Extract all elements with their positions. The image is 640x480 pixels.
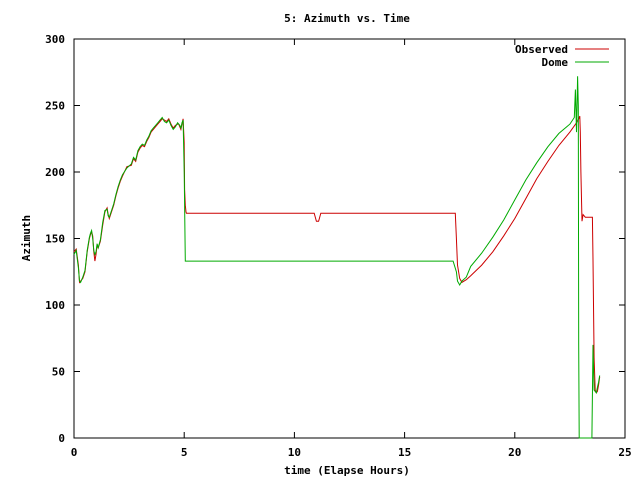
legend-label-observed: Observed bbox=[515, 43, 568, 56]
x-tick-label: 10 bbox=[288, 446, 301, 459]
y-axis-label: Azimuth bbox=[20, 215, 33, 261]
x-tick-label: 15 bbox=[398, 446, 411, 459]
y-tick-label: 250 bbox=[45, 100, 65, 113]
y-tick-label: 200 bbox=[45, 166, 65, 179]
x-tick-label: 0 bbox=[71, 446, 78, 459]
plot-area: 0 5 10 15 20 25 0 50 100 150 200 250 300 bbox=[45, 33, 632, 459]
x-axis: 0 5 10 15 20 25 bbox=[71, 39, 632, 459]
plot-border bbox=[73, 38, 626, 439]
x-axis-label: time (Elapse Hours) bbox=[284, 464, 410, 477]
y-tick-label: 50 bbox=[52, 366, 65, 379]
y-axis: 0 50 100 150 200 250 300 bbox=[45, 33, 625, 445]
series-line-dome bbox=[73, 76, 601, 439]
y-tick-label: 150 bbox=[45, 233, 65, 246]
x-tick-label: 5 bbox=[181, 446, 188, 459]
series-lines bbox=[73, 76, 601, 439]
series-line-observed bbox=[73, 115, 601, 394]
y-tick-label: 0 bbox=[58, 432, 65, 445]
x-tick-label: 20 bbox=[508, 446, 521, 459]
legend-label-dome: Dome bbox=[542, 56, 569, 69]
x-tick-label: 25 bbox=[618, 446, 631, 459]
y-tick-label: 100 bbox=[45, 299, 65, 312]
y-tick-label: 300 bbox=[45, 33, 65, 46]
chart-title: 5: Azimuth vs. Time bbox=[284, 12, 410, 25]
